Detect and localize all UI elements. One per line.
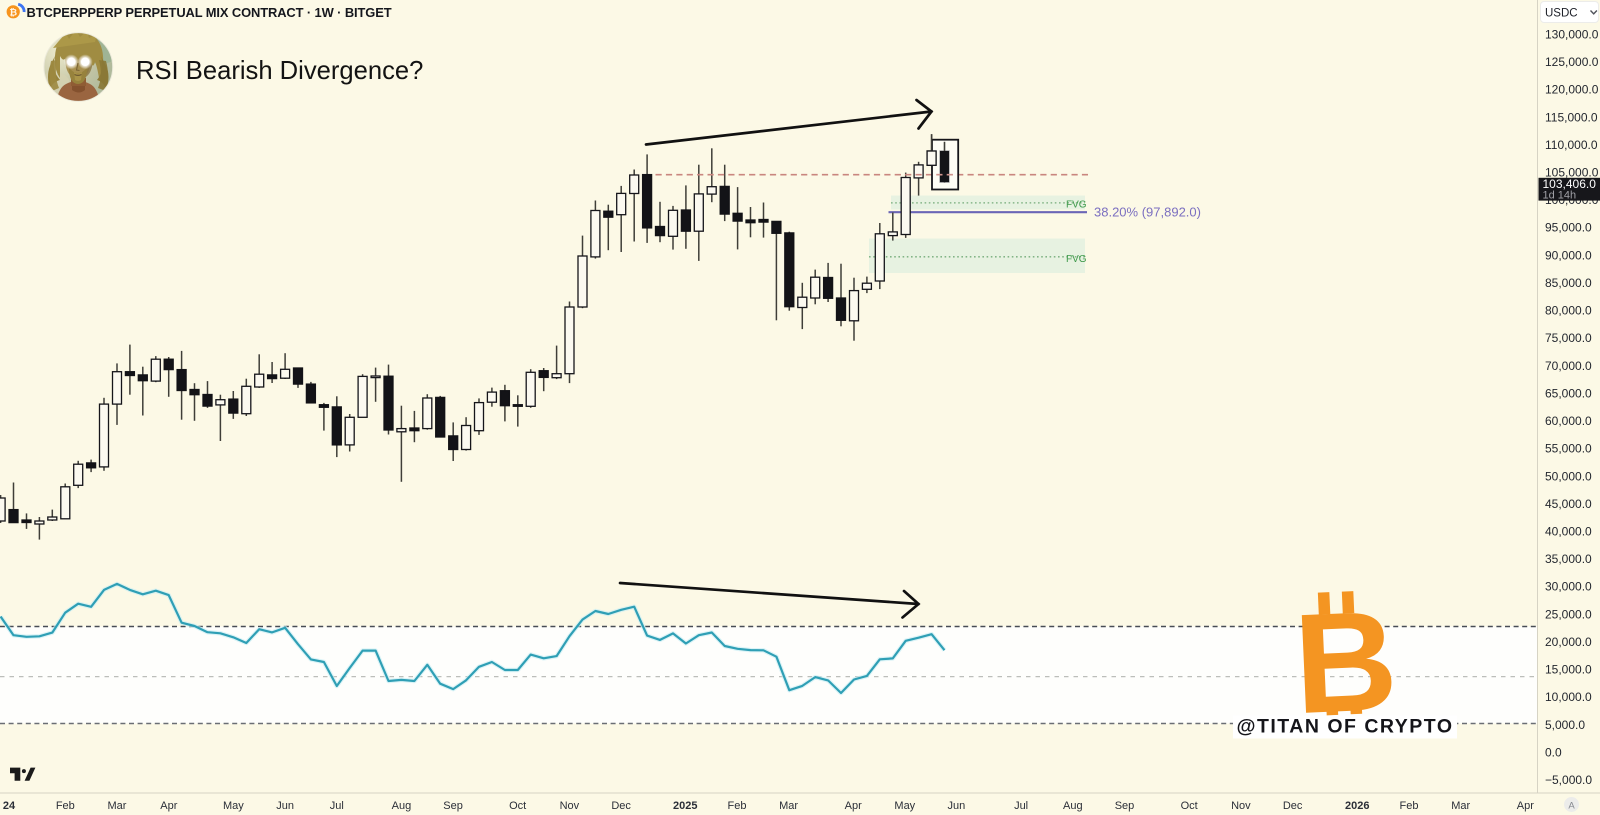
svg-text:Jun: Jun: [948, 800, 966, 812]
svg-text:65,000.0: 65,000.0: [1545, 386, 1592, 400]
svg-text:70,000.0: 70,000.0: [1545, 359, 1592, 373]
svg-text:10,000.0: 10,000.0: [1545, 690, 1592, 704]
svg-text:RSI Bearish Divergence?: RSI Bearish Divergence?: [136, 57, 423, 85]
svg-text:Aug: Aug: [392, 800, 412, 812]
svg-text:115,000.0: 115,000.0: [1545, 110, 1598, 124]
svg-text:0.0: 0.0: [1545, 745, 1562, 759]
svg-text:75,000.0: 75,000.0: [1545, 331, 1592, 345]
svg-text:Oct: Oct: [509, 800, 526, 812]
svg-text:Sep: Sep: [443, 800, 463, 812]
svg-text:May: May: [894, 800, 915, 812]
svg-text:35,000.0: 35,000.0: [1545, 552, 1592, 566]
svg-text:−5,000.0: −5,000.0: [1545, 773, 1592, 787]
svg-text:Jul: Jul: [330, 800, 344, 812]
svg-text:Feb: Feb: [728, 800, 747, 812]
svg-text:Jun: Jun: [276, 800, 294, 812]
svg-text:50,000.0: 50,000.0: [1545, 469, 1592, 483]
svg-text:125,000.0: 125,000.0: [1545, 55, 1599, 69]
svg-text:A: A: [1568, 800, 1575, 811]
svg-text:2025: 2025: [673, 800, 697, 812]
svg-text:2026: 2026: [1345, 800, 1369, 812]
svg-text:Nov: Nov: [1231, 800, 1251, 812]
svg-text:Feb: Feb: [56, 800, 75, 812]
svg-text:Mar: Mar: [1451, 800, 1470, 812]
svg-text:BTCPERPPERP PERPETUAL MIX CONT: BTCPERPPERP PERPETUAL MIX CONTRACT · 1W …: [27, 5, 392, 20]
svg-text:Aug: Aug: [1063, 800, 1083, 812]
svg-text:@TITAN OF CRYPTO: @TITAN OF CRYPTO: [1236, 716, 1453, 738]
svg-text:55,000.0: 55,000.0: [1545, 442, 1592, 456]
svg-text:30,000.0: 30,000.0: [1545, 580, 1592, 594]
svg-text:24: 24: [3, 800, 16, 812]
svg-text:110,000.0: 110,000.0: [1545, 138, 1598, 152]
svg-text:25,000.0: 25,000.0: [1545, 607, 1592, 621]
svg-text:Sep: Sep: [1115, 800, 1135, 812]
svg-text:May: May: [223, 800, 244, 812]
svg-text:Apr: Apr: [1517, 800, 1534, 812]
svg-text:₿: ₿: [9, 7, 17, 18]
svg-text:130,000.0: 130,000.0: [1545, 27, 1599, 41]
svg-text:5,000.0: 5,000.0: [1545, 718, 1585, 732]
svg-text:20,000.0: 20,000.0: [1545, 635, 1592, 649]
svg-text:Dec: Dec: [611, 800, 631, 812]
svg-text:105,000.0: 105,000.0: [1545, 166, 1599, 180]
svg-text:FVG: FVG: [1066, 254, 1087, 265]
svg-text:60,000.0: 60,000.0: [1545, 414, 1592, 428]
svg-text:15,000.0: 15,000.0: [1545, 663, 1592, 677]
svg-text:120,000.0: 120,000.0: [1545, 83, 1599, 97]
svg-text:90,000.0: 90,000.0: [1545, 248, 1592, 262]
svg-text:Dec: Dec: [1283, 800, 1303, 812]
svg-text:Apr: Apr: [160, 800, 177, 812]
svg-text:85,000.0: 85,000.0: [1545, 276, 1592, 290]
svg-text:95,000.0: 95,000.0: [1545, 221, 1592, 235]
svg-text:80,000.0: 80,000.0: [1545, 304, 1592, 318]
svg-text:Apr: Apr: [845, 800, 862, 812]
svg-text:USDC: USDC: [1545, 8, 1578, 20]
svg-text:38.20% (97,892.0): 38.20% (97,892.0): [1094, 205, 1201, 220]
svg-text:40,000.0: 40,000.0: [1545, 525, 1592, 539]
svg-text:Oct: Oct: [1181, 800, 1198, 812]
svg-text:FVG: FVG: [1066, 199, 1087, 210]
svg-text:1d 14h: 1d 14h: [1543, 190, 1577, 202]
svg-text:Jul: Jul: [1014, 800, 1028, 812]
svg-text:Feb: Feb: [1400, 800, 1419, 812]
svg-text:Nov: Nov: [560, 800, 580, 812]
svg-text:Mar: Mar: [779, 800, 798, 812]
svg-text:Mar: Mar: [108, 800, 127, 812]
svg-text:45,000.0: 45,000.0: [1545, 497, 1592, 511]
svg-text:103,406.0: 103,406.0: [1543, 177, 1597, 191]
